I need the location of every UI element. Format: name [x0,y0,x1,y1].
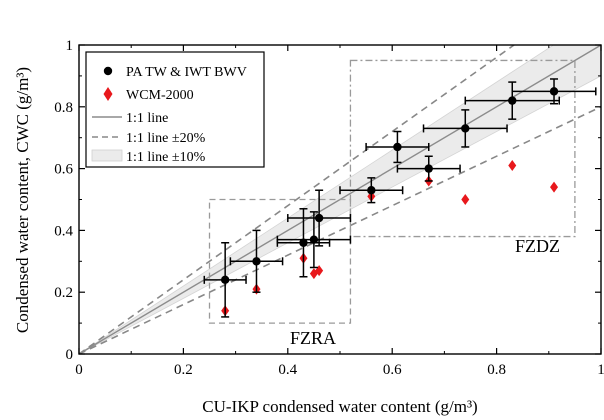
band-20-lower-line [79,106,601,354]
pa-point-group [276,211,352,269]
pa-point [299,238,308,247]
legend-label-band10: 1:1 line ±10% [126,150,206,165]
pa-point-group [365,130,430,164]
wcm-point [550,181,559,193]
x-tick-label: 1 [597,362,604,378]
y-tick-label: 0.8 [54,100,73,116]
legend-label-pa: PA TW & IWT BWV [126,65,247,80]
region-label-fzra: FZRA [290,328,336,348]
region-box-fzra [208,198,352,324]
legend-label-1to1: 1:1 line [126,111,168,126]
wcm-point [461,194,470,205]
y-tick-label: 0.6 [54,162,73,178]
data-points [203,78,597,318]
x-tick-label: 0.4 [278,362,297,378]
y-tick-label: 1 [66,38,74,54]
pa-point [309,235,319,244]
pa-point-group [339,177,404,204]
pa-point [508,96,517,105]
pa-point [314,213,324,223]
pa-point-group [229,229,284,293]
pa-point [424,164,433,173]
pa-point [252,257,261,266]
y-tick-label: 0.4 [54,223,73,239]
y-tick-label: 0.2 [54,285,73,301]
legend-label-band20: 1:1 line ±20% [126,131,206,146]
x-tick-label: 0.6 [383,362,402,378]
legend-marker-wcm [103,87,113,101]
x-tick-label: 0 [75,362,83,378]
legend-swatch-band10 [91,149,123,162]
wcm-point [508,160,517,172]
legend-box [85,51,265,168]
axis-ticks: 00 0.2 0.2 0.4 0.4 0.6 0.6 0.8 0.8 1 1 [54,38,604,378]
y-tick-label: 0 [66,347,74,363]
pa-point-group [287,189,352,247]
legend: PA TW & IWT BWV WCM-2000 1:1 line 1:1 li… [85,51,265,168]
pa-point [367,186,376,195]
x-axis-label: CU-IKP condensed water content (g/m³) [202,397,477,416]
pa-point-group [422,109,508,148]
legend-marker-pa [103,66,113,76]
region-label-fzdz: FZDZ [515,236,560,256]
pa-point [549,87,559,96]
pa-point-group [396,155,461,182]
pa-point-group [511,78,597,105]
x-tick-label: 0.2 [174,362,193,378]
legend-label-wcm: WCM-2000 [126,88,194,103]
pa-point [461,124,470,133]
pa-point [220,275,230,285]
regime-boxes [208,59,576,324]
region-box-fzdz [349,59,576,238]
x-tick-label: 0.8 [487,362,506,378]
pa-point [393,142,402,152]
y-axis-label: Condensed water content, CWC (g/m³) [13,67,32,333]
pa-point-group [203,242,247,318]
